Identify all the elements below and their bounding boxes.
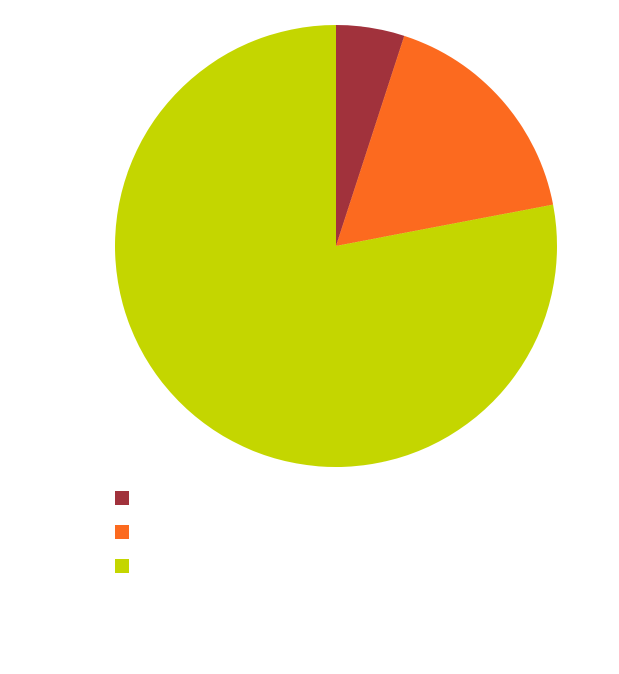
legend-swatch bbox=[115, 525, 129, 539]
pie-slice bbox=[115, 25, 558, 468]
pie-slice bbox=[336, 35, 554, 246]
pie-slice bbox=[336, 25, 405, 246]
legend-swatch bbox=[115, 559, 129, 573]
legend-swatch bbox=[115, 491, 129, 505]
